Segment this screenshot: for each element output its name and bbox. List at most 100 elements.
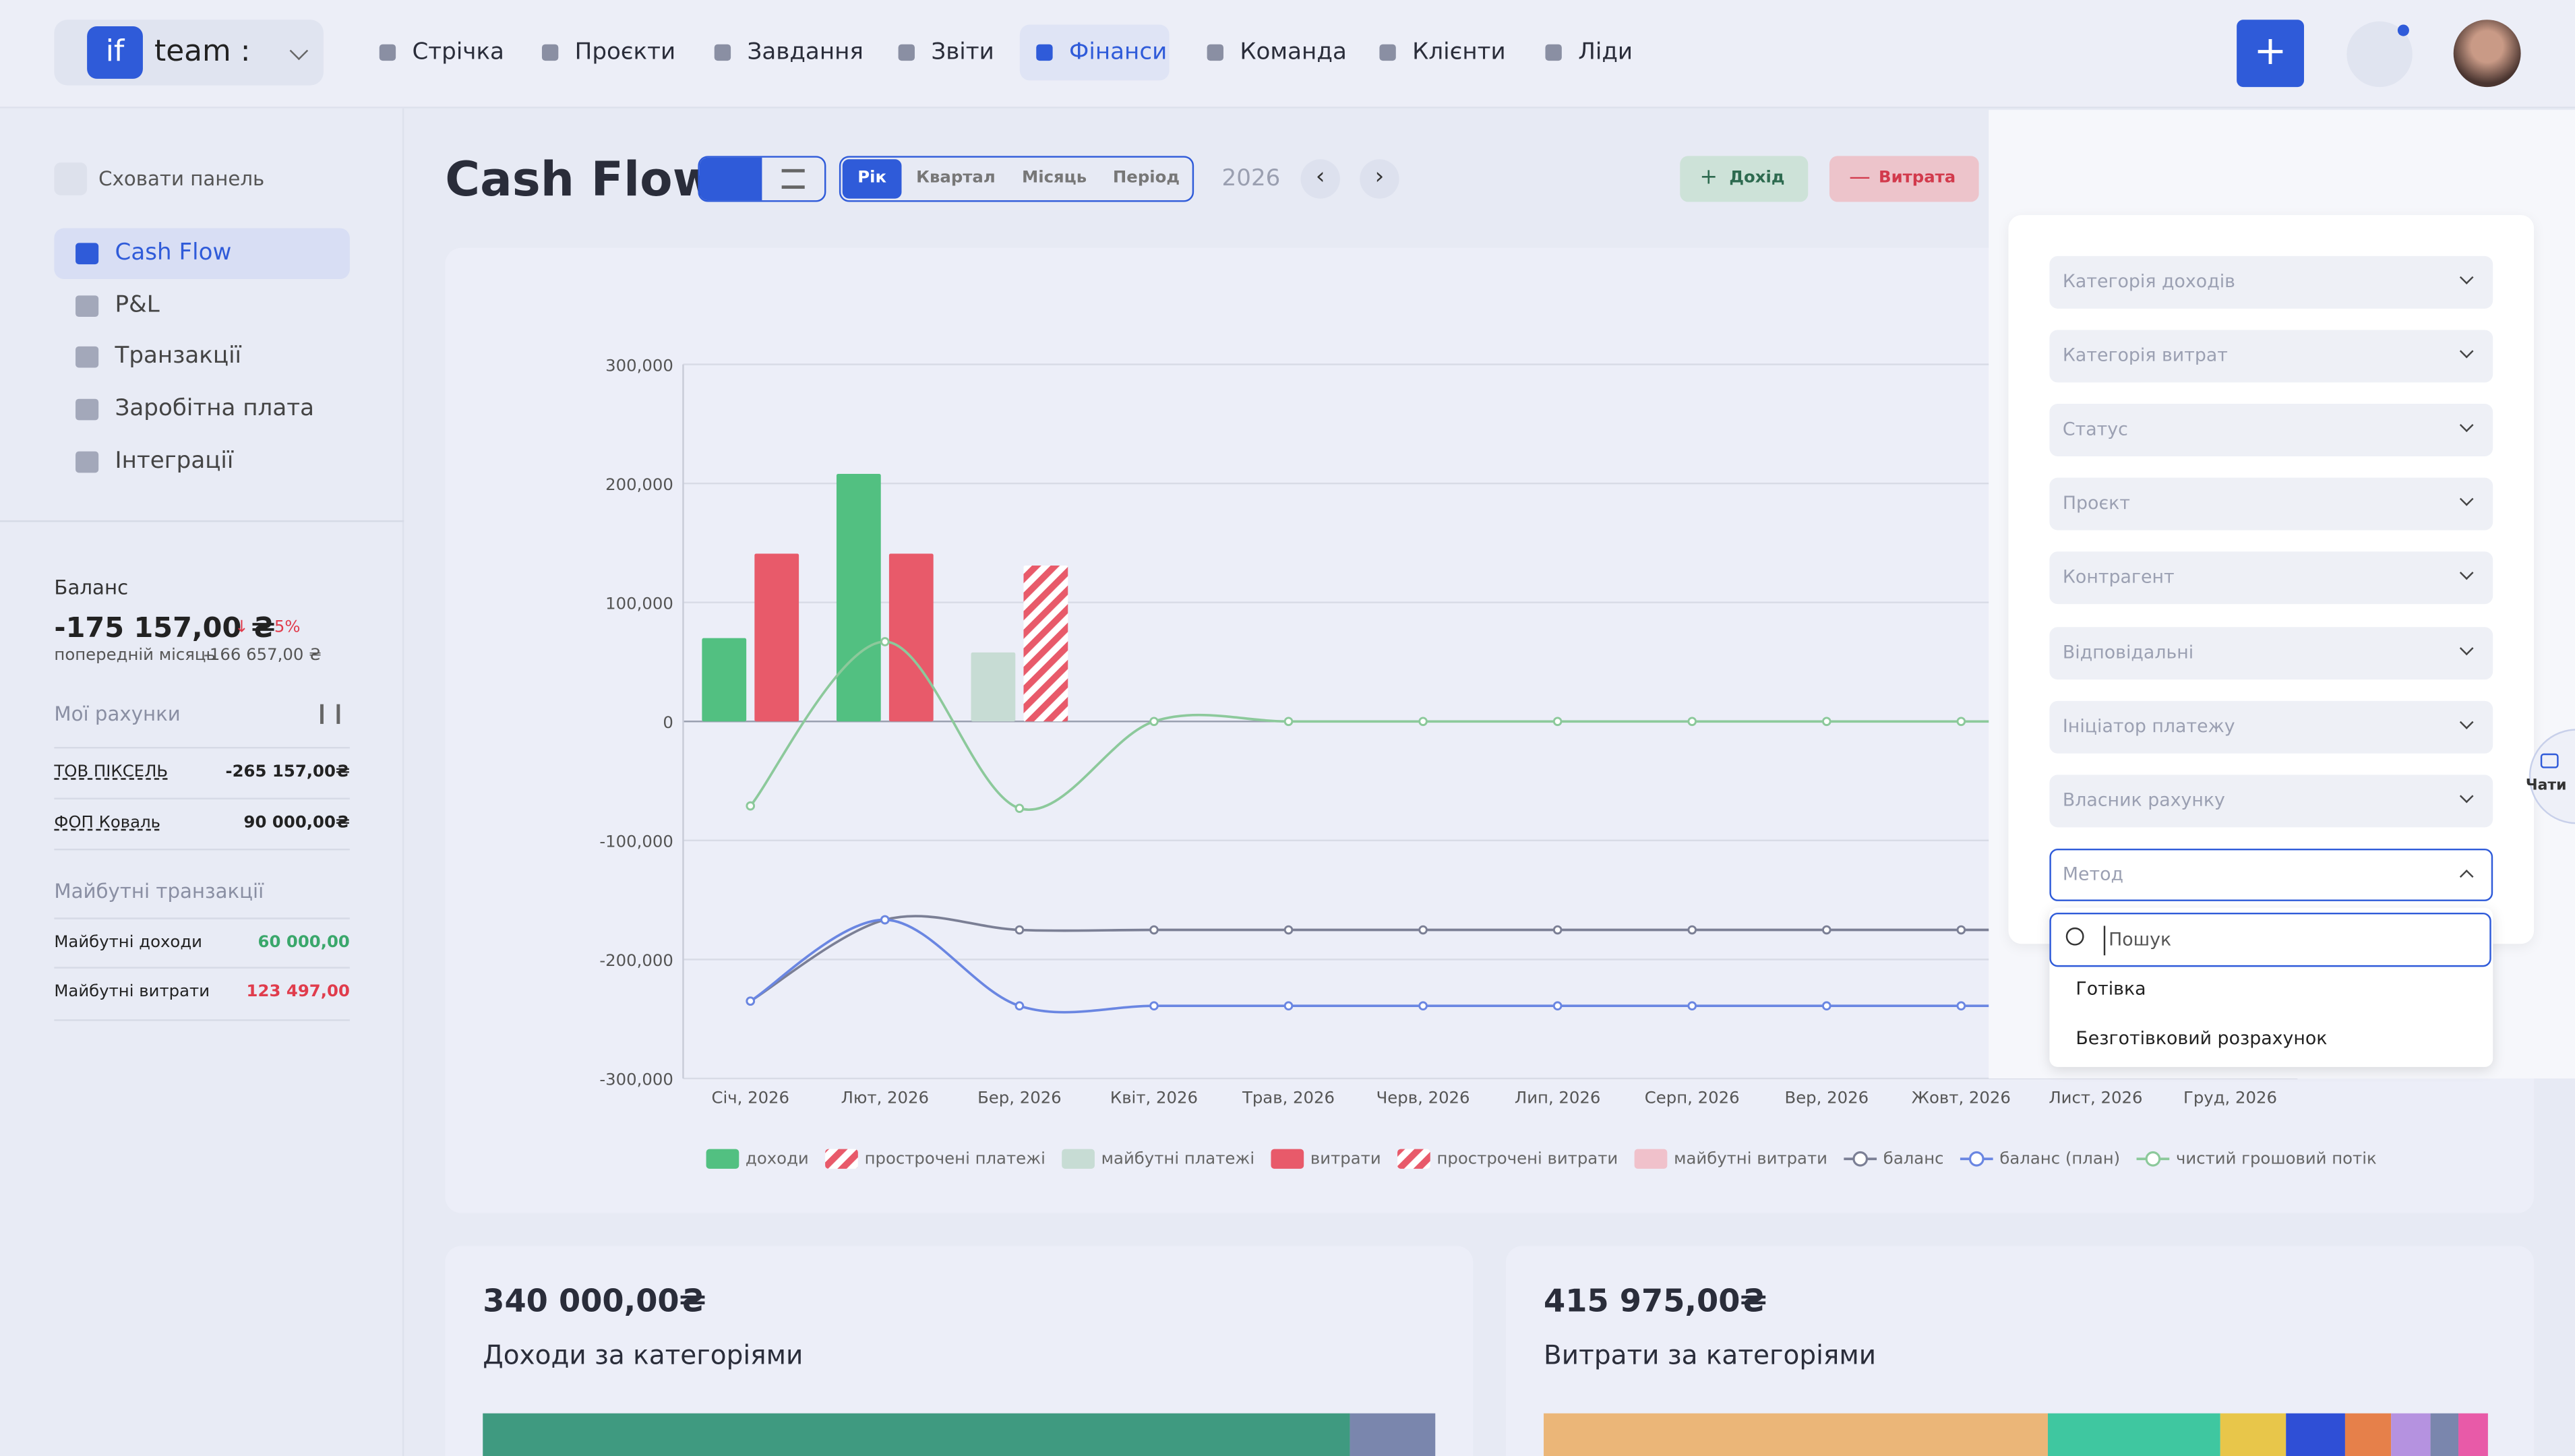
x-tick-label: Груд, 2026 bbox=[2183, 1087, 2277, 1107]
nav-icon bbox=[541, 44, 559, 61]
prev-value: -166 657,00 ₴ bbox=[204, 646, 322, 665]
add-button[interactable]: + bbox=[2237, 20, 2305, 88]
select-label: Ініціатор платежу bbox=[2062, 715, 2235, 737]
menu-item[interactable]: P&L bbox=[115, 291, 160, 318]
nav-item[interactable]: Фінанси bbox=[1068, 39, 1168, 66]
account-value: -265 157,00₴ bbox=[225, 763, 350, 782]
line-point bbox=[1283, 925, 1294, 935]
button-label[interactable]: Витрата bbox=[1879, 169, 1956, 187]
period-tab[interactable]: Місяць bbox=[1021, 169, 1087, 187]
future-value: 123 497,00 bbox=[246, 983, 350, 1002]
filter-select[interactable] bbox=[2049, 626, 2493, 679]
select-label: Категорія доходів bbox=[2062, 270, 2235, 293]
legend-label: чистий грошовий потік bbox=[2176, 1149, 2377, 1168]
button-label[interactable]: Дохід bbox=[1729, 169, 1785, 187]
row-line bbox=[54, 917, 350, 919]
menu-item[interactable]: Транзакції bbox=[115, 343, 242, 370]
legend-swatch bbox=[1397, 1149, 1430, 1169]
view-list[interactable] bbox=[781, 169, 805, 189]
menu-active bbox=[54, 228, 350, 279]
view-toggle[interactable] bbox=[698, 156, 826, 202]
card-amount: 340 000,00₴ bbox=[483, 1283, 706, 1320]
bar bbox=[702, 638, 747, 722]
filter-select[interactable] bbox=[2049, 404, 2493, 457]
view-chart[interactable] bbox=[699, 157, 762, 201]
account-name: ФОП Коваль bbox=[54, 814, 161, 832]
select-label: Метод bbox=[2062, 863, 2124, 885]
menu-icon bbox=[75, 295, 99, 317]
legend-swatch bbox=[1271, 1149, 1304, 1169]
hide-panel[interactable]: Сховати панель bbox=[98, 167, 265, 191]
next-year[interactable]: › bbox=[1360, 159, 1399, 199]
legend-dot bbox=[1852, 1151, 1869, 1167]
nav-item[interactable]: Клієнти bbox=[1412, 39, 1506, 66]
line-point bbox=[1014, 803, 1025, 813]
prev-year[interactable]: ‹ bbox=[1300, 159, 1340, 199]
row-line bbox=[54, 1019, 350, 1021]
period-tab[interactable]: Період bbox=[1112, 169, 1180, 187]
y-tick-label: -100,000 bbox=[599, 832, 673, 851]
period-tab[interactable]: Квартал bbox=[916, 169, 996, 187]
select-label: Власник рахунку bbox=[2062, 789, 2225, 811]
menu-item[interactable]: Інтеграції bbox=[115, 448, 234, 475]
filter-select[interactable] bbox=[2049, 774, 2493, 827]
line-point bbox=[1821, 717, 1831, 727]
line-point bbox=[1014, 925, 1025, 935]
line-point bbox=[1418, 1001, 1428, 1011]
line-point bbox=[1418, 925, 1428, 935]
period-tab[interactable]: Рік bbox=[842, 159, 902, 199]
nav-item[interactable]: Завдання bbox=[747, 39, 864, 66]
nav-item[interactable]: Звіти bbox=[931, 39, 994, 66]
nav-icon bbox=[1207, 44, 1223, 61]
legend-label: прострочені витрати bbox=[1437, 1149, 1618, 1168]
legend-dot bbox=[2145, 1151, 2161, 1167]
legend-dot bbox=[1968, 1151, 1985, 1167]
category-bar bbox=[483, 1413, 1350, 1456]
avatar[interactable] bbox=[2453, 20, 2521, 88]
line-point bbox=[1956, 1001, 1966, 1011]
search-input[interactable]: Пошук bbox=[2103, 926, 2432, 956]
line-point bbox=[1956, 717, 1966, 727]
nav-item[interactable]: Ліди bbox=[1578, 39, 1633, 66]
filter-select[interactable] bbox=[2049, 255, 2493, 309]
filter-select[interactable] bbox=[2049, 478, 2493, 531]
menu-item[interactable]: Cash Flow bbox=[115, 239, 232, 266]
action-button[interactable] bbox=[1680, 156, 1809, 202]
dropdown-option[interactable]: Безготівковий розрахунок bbox=[2076, 1027, 2328, 1050]
line-point bbox=[1149, 1001, 1159, 1011]
line bbox=[750, 918, 2231, 1014]
future-value: 60 000,00 bbox=[258, 934, 350, 952]
search-box[interactable] bbox=[2049, 912, 2491, 967]
nav-item[interactable]: Команда bbox=[1240, 39, 1347, 66]
line-point bbox=[880, 915, 890, 925]
x-tick-label: Вер, 2026 bbox=[1784, 1087, 1869, 1107]
hide-icon bbox=[54, 162, 88, 195]
filter-select[interactable] bbox=[2049, 848, 2493, 901]
line-point bbox=[1687, 1001, 1697, 1011]
nav-item[interactable]: Стрічка bbox=[412, 39, 504, 66]
card-amount: 415 975,00₴ bbox=[1544, 1283, 1767, 1320]
y-tick-label: -200,000 bbox=[599, 950, 673, 970]
line-point bbox=[1821, 925, 1831, 935]
card-title: Доходи за категоріями bbox=[483, 1339, 804, 1371]
legend-label: доходи bbox=[746, 1149, 809, 1168]
line-point bbox=[1821, 1001, 1831, 1011]
category-bar bbox=[2047, 1413, 2220, 1456]
line-point bbox=[1687, 717, 1697, 727]
brand-name: team : bbox=[154, 34, 251, 69]
x-tick-label: Серп, 2026 bbox=[1645, 1087, 1740, 1107]
menu-item[interactable]: Заробітна плата bbox=[115, 396, 315, 423]
nav-item[interactable]: Проєкти bbox=[574, 39, 676, 66]
x-tick-label: Бер, 2026 bbox=[977, 1087, 1062, 1107]
dropdown-option[interactable]: Готівка bbox=[2076, 978, 2146, 1000]
filter-select[interactable] bbox=[2049, 552, 2493, 605]
x-tick-label: Черв, 2026 bbox=[1376, 1087, 1470, 1107]
filter-select[interactable] bbox=[2049, 700, 2493, 753]
line-point bbox=[880, 637, 890, 646]
nav-icon bbox=[1545, 44, 1562, 61]
filter-select[interactable] bbox=[2049, 330, 2493, 383]
action-button[interactable] bbox=[1829, 156, 1979, 202]
legend-label: витрати bbox=[1310, 1149, 1381, 1168]
line-point bbox=[1552, 1001, 1563, 1011]
